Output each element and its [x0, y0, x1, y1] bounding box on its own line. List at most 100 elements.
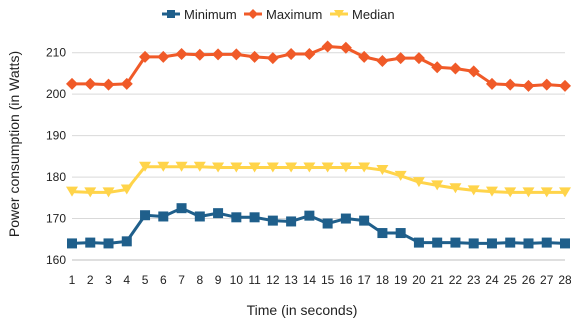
legend-label-median: Median	[352, 7, 395, 22]
series-minimum	[67, 203, 570, 249]
data-point-minimum	[486, 238, 497, 249]
data-point-minimum	[322, 218, 333, 229]
x-tick-label: 11	[248, 273, 261, 287]
x-tick-label: 2	[87, 273, 94, 287]
x-tick-label: 8	[196, 273, 203, 287]
data-point-minimum	[85, 237, 96, 248]
data-point-minimum	[340, 213, 351, 224]
data-point-maximum	[285, 47, 298, 60]
data-point-maximum	[522, 79, 535, 92]
data-point-median	[449, 183, 462, 194]
x-axis-label: Time (in seconds)	[247, 302, 358, 318]
data-point-maximum	[66, 77, 78, 90]
x-tick-label: 22	[449, 273, 463, 287]
data-point-minimum	[450, 237, 461, 248]
series-group	[66, 40, 571, 249]
data-point-minimum	[523, 238, 534, 249]
data-point-maximum	[358, 50, 371, 63]
y-tick-label: 200	[46, 87, 66, 101]
data-point-median	[175, 161, 188, 172]
data-point-median	[102, 187, 115, 198]
x-tick-label: 16	[339, 273, 353, 287]
legend: Minimum Maximum Median	[162, 7, 395, 22]
legend-item-minimum: Minimum	[162, 7, 237, 22]
y-axis: 160 170 180 190 200 210	[46, 46, 66, 267]
x-tick-label: 18	[376, 273, 390, 287]
legend-label-maximum: Maximum	[266, 7, 322, 22]
legend-marker-maximum	[248, 9, 258, 19]
x-tick-label: 24	[485, 273, 499, 287]
data-point-maximum	[449, 62, 462, 75]
data-point-maximum	[431, 61, 444, 74]
data-point-median	[394, 170, 407, 181]
data-point-median	[321, 162, 334, 173]
data-point-minimum	[432, 237, 443, 248]
data-point-median	[157, 161, 170, 172]
data-point-median	[285, 162, 298, 173]
data-point-maximum	[212, 48, 225, 61]
data-point-minimum	[468, 238, 479, 249]
data-point-minimum	[194, 211, 205, 222]
legend-item-median: Median	[330, 7, 395, 22]
x-tick-label: 3	[105, 273, 112, 287]
y-axis-label: Power consumption (in Watts)	[6, 51, 22, 237]
data-point-maximum	[266, 52, 279, 65]
x-tick-label: 21	[431, 273, 445, 287]
data-point-median	[559, 187, 571, 198]
data-point-minimum	[249, 212, 260, 223]
data-point-maximum	[485, 77, 498, 90]
x-tick-label: 6	[160, 273, 167, 287]
series-maximum	[66, 40, 571, 92]
data-point-minimum	[505, 237, 516, 248]
data-point-maximum	[394, 52, 407, 65]
data-point-minimum	[304, 210, 315, 221]
data-point-median	[467, 185, 480, 196]
y-tick-label: 160	[46, 253, 66, 267]
data-point-minimum	[231, 212, 242, 223]
data-point-maximum	[84, 77, 97, 90]
data-point-median	[431, 180, 444, 191]
data-point-minimum	[395, 228, 406, 239]
data-point-maximum	[504, 78, 517, 91]
x-tick-label: 1	[69, 273, 76, 287]
x-tick-label: 12	[266, 273, 280, 287]
data-point-minimum	[286, 216, 297, 227]
y-tick-label: 190	[46, 129, 66, 143]
data-point-maximum	[139, 50, 152, 63]
y-tick-label: 170	[46, 212, 66, 226]
x-tick-label: 23	[467, 273, 481, 287]
data-point-maximum	[193, 48, 206, 61]
data-point-minimum	[67, 238, 77, 249]
x-tick-label: 27	[540, 273, 554, 287]
data-point-minimum	[541, 237, 552, 248]
data-point-median	[522, 187, 535, 198]
data-point-minimum	[267, 215, 278, 226]
series-median	[66, 161, 571, 198]
x-tick-label: 14	[303, 273, 317, 287]
data-point-maximum	[102, 78, 115, 91]
data-point-median	[193, 161, 206, 172]
data-point-median	[376, 165, 389, 176]
x-tick-label: 26	[522, 273, 536, 287]
data-point-median	[339, 162, 352, 173]
y-tick-label: 180	[46, 170, 66, 184]
data-point-maximum	[559, 79, 571, 92]
data-point-minimum	[158, 211, 169, 222]
data-point-median	[303, 162, 316, 173]
data-point-median	[248, 162, 261, 173]
data-point-maximum	[303, 47, 316, 60]
x-tick-label: 7	[178, 273, 185, 287]
x-tick-label: 13	[284, 273, 298, 287]
x-tick-label: 25	[504, 273, 518, 287]
data-point-minimum	[103, 238, 114, 249]
y-tick-label: 210	[46, 46, 66, 60]
data-point-minimum	[121, 236, 132, 247]
x-tick-label: 4	[123, 273, 130, 287]
data-point-median	[266, 162, 279, 173]
data-point-maximum	[376, 55, 389, 68]
data-point-maximum	[467, 65, 480, 78]
data-point-minimum	[213, 208, 224, 219]
data-point-maximum	[230, 48, 243, 61]
data-point-minimum	[413, 237, 424, 248]
data-point-median	[212, 162, 225, 173]
